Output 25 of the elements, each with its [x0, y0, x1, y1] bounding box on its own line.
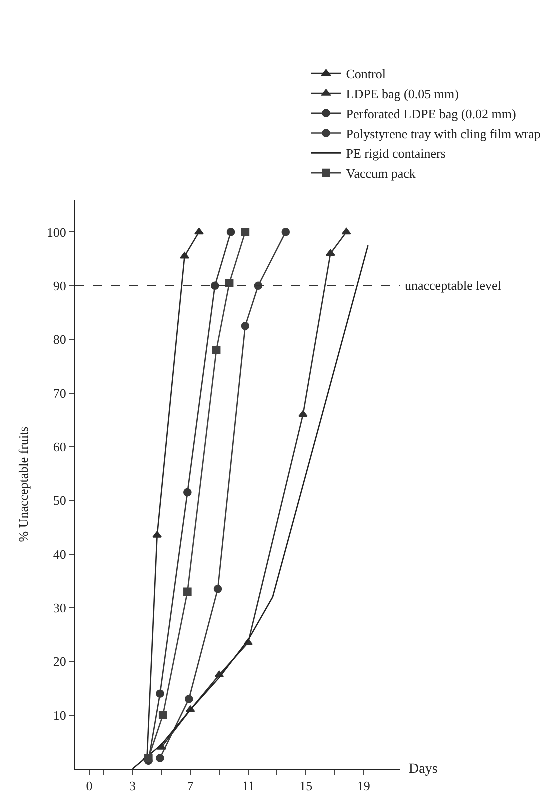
legend-label: Perforated LDPE bag (0.02 mm) [346, 106, 516, 122]
x-tick-label: 15 [300, 778, 313, 794]
x-tick-label: 19 [357, 778, 370, 794]
y-axis-title: % Unacceptable fruits [16, 426, 31, 542]
y-tick-label: 40 [53, 546, 66, 562]
y-tick-label: 80 [53, 332, 66, 348]
x-tick-label: 0 [86, 778, 93, 794]
legend-label: PE rigid containers [346, 146, 446, 162]
y-tick-label: 90 [53, 278, 66, 294]
y-tick-label: 100 [46, 224, 66, 240]
legend-label: Control [346, 66, 386, 82]
x-tick-label: 7 [187, 778, 194, 794]
y-tick-label: 10 [53, 708, 66, 723]
x-axis-title: Days [409, 762, 438, 777]
y-tick-label: 50 [53, 493, 66, 508]
legend-label: Vaccum pack [346, 166, 416, 182]
y-tick-label: 60 [53, 439, 66, 454]
y-tick-label: 30 [53, 600, 66, 616]
y-tick-label: 20 [53, 654, 66, 670]
y-tick-label: 70 [53, 386, 66, 401]
ref-line-label: unacceptable level [405, 278, 502, 293]
legend-label: LDPE bag (0.05 mm) [346, 86, 459, 102]
x-tick-label: 11 [242, 778, 255, 794]
legend-label: Polystyrene tray with cling film wrap [346, 126, 541, 142]
x-tick-label: 3 [130, 778, 136, 794]
